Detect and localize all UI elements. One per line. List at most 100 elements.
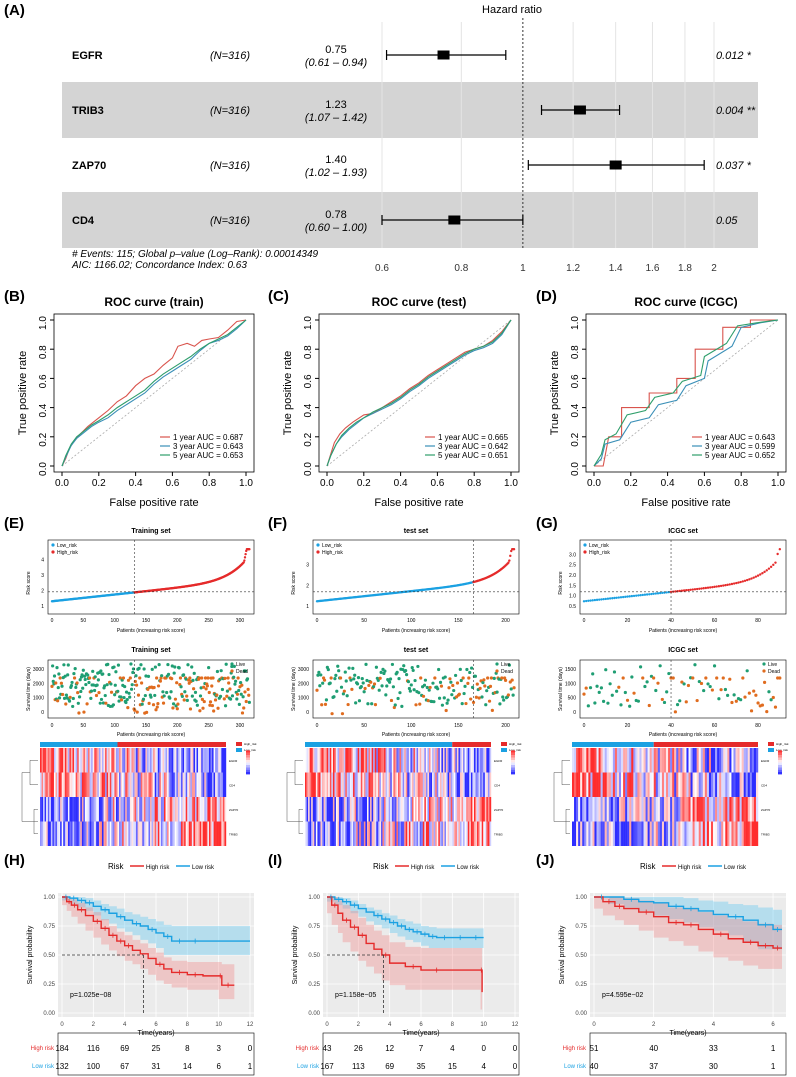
heatmap-cell bbox=[182, 797, 185, 822]
survival-point bbox=[156, 702, 160, 706]
heatmap-cell bbox=[435, 821, 437, 846]
heatmap-cell bbox=[92, 821, 95, 846]
heatmap-cell bbox=[731, 772, 734, 797]
heatmap-cell bbox=[745, 748, 748, 773]
heatmap-cell bbox=[312, 748, 315, 773]
heatmap-cell bbox=[98, 821, 101, 846]
heatmap-cell bbox=[91, 748, 93, 773]
km-y-tick-label: 0.00 bbox=[43, 1011, 55, 1017]
heatmap-cell bbox=[95, 821, 98, 846]
heatmap-cell bbox=[367, 797, 369, 822]
heatmap-cell bbox=[368, 821, 371, 846]
heatmap-cell bbox=[195, 797, 197, 822]
survival-point bbox=[510, 678, 514, 682]
risk-plot-frame bbox=[579, 539, 787, 615]
heatmap-cell bbox=[432, 772, 434, 797]
km-x-label: Time(years) bbox=[402, 1030, 439, 1037]
heatmap-cell bbox=[692, 748, 695, 773]
heatmap-cell bbox=[452, 821, 454, 846]
survival-y-label: Survival time (days) bbox=[26, 667, 32, 711]
heatmap-cell bbox=[452, 748, 454, 773]
survival-point bbox=[57, 696, 62, 700]
survival-point bbox=[116, 663, 121, 667]
heatmap-cell bbox=[384, 797, 386, 822]
forest-p-value: 0.012 * bbox=[716, 50, 752, 62]
heatmap-cell bbox=[188, 821, 191, 846]
roc-legend-label: 5 year AUC = 0.651 bbox=[438, 451, 509, 460]
heatmap-cell bbox=[670, 821, 673, 846]
heatmap-cell bbox=[731, 821, 734, 846]
heatmap-cell bbox=[661, 797, 665, 822]
heatmap-cell bbox=[651, 748, 654, 773]
risk-score-point bbox=[776, 552, 779, 556]
heatmap-cell bbox=[370, 797, 372, 822]
heatmap-cell bbox=[83, 748, 86, 773]
heatmap-cell bbox=[131, 748, 134, 773]
survival-point bbox=[191, 678, 195, 682]
heatmap-cell bbox=[179, 821, 182, 846]
panel-label-c: (C) bbox=[268, 288, 289, 305]
heatmap-cell bbox=[75, 797, 78, 822]
survival-point bbox=[492, 676, 496, 680]
survival-point bbox=[73, 667, 77, 671]
heatmap-cell bbox=[388, 772, 391, 797]
heatmap-cell bbox=[182, 772, 185, 797]
heatmap-cell bbox=[103, 772, 106, 797]
survival-point bbox=[477, 696, 481, 700]
heatmap-cell bbox=[419, 772, 422, 797]
survival-point bbox=[437, 667, 441, 672]
heatmap-cell bbox=[176, 821, 179, 846]
forest-tick-label: 1.6 bbox=[646, 263, 660, 274]
heatmap-cell bbox=[191, 797, 194, 822]
heatmap-cell bbox=[713, 748, 716, 773]
heatmap-cell bbox=[332, 748, 335, 773]
survival-point bbox=[185, 694, 189, 698]
heatmap-legend-label: High_risk bbox=[244, 742, 257, 746]
survival-y-tick-label: 2000 bbox=[298, 681, 309, 687]
heatmap-cell bbox=[208, 797, 211, 822]
heatmap-cell bbox=[165, 772, 168, 797]
survival-point bbox=[77, 711, 81, 715]
survival-point bbox=[385, 684, 389, 688]
heatmap-cell bbox=[390, 748, 392, 773]
heatmap-cell bbox=[481, 821, 484, 846]
forest-ci-value: (1.07 – 1.42) bbox=[305, 112, 368, 124]
heatmap-cell bbox=[89, 797, 92, 822]
heatmap-cell bbox=[574, 821, 577, 846]
heatmap-cell bbox=[123, 821, 126, 846]
heatmap-cell bbox=[464, 797, 467, 822]
heatmap-cell bbox=[213, 821, 216, 846]
heatmap-cell bbox=[317, 772, 320, 797]
survival-x-tick-label: 0 bbox=[583, 723, 586, 729]
heatmap-cell bbox=[584, 748, 587, 773]
heatmap-cell bbox=[187, 821, 189, 846]
risk-score-point bbox=[774, 561, 777, 564]
heatmap-cell bbox=[46, 748, 48, 773]
heatmap-cell bbox=[592, 821, 595, 846]
heatmap-cell bbox=[706, 797, 710, 822]
heatmap-cell bbox=[309, 748, 312, 773]
heatmap-cell bbox=[606, 748, 609, 773]
km-legend-high: High risk bbox=[146, 865, 170, 871]
survival-point bbox=[680, 680, 684, 684]
heatmap-cell bbox=[487, 821, 490, 846]
risk-score-point bbox=[719, 584, 723, 588]
risk-score-point bbox=[739, 580, 742, 584]
heatmap-cell bbox=[184, 821, 186, 846]
roc-x-tick-label: 0.2 bbox=[357, 478, 371, 489]
survival-point bbox=[89, 689, 94, 693]
survival-point bbox=[340, 712, 345, 716]
heatmap-cell bbox=[424, 821, 427, 846]
survival-point bbox=[645, 680, 649, 684]
survival-point bbox=[498, 702, 502, 706]
roc-legend-label: 1 year AUC = 0.643 bbox=[705, 433, 776, 442]
heatmap-cell bbox=[670, 748, 673, 773]
heatmap-cell bbox=[153, 748, 155, 773]
km-y-tick-label: 1.00 bbox=[575, 895, 587, 901]
survival-point bbox=[113, 693, 117, 697]
heatmap-cell bbox=[751, 772, 755, 797]
heatmap-cell bbox=[438, 797, 441, 822]
survival-point bbox=[111, 703, 116, 707]
heatmap-cell bbox=[588, 797, 591, 822]
survival-point bbox=[139, 663, 143, 667]
